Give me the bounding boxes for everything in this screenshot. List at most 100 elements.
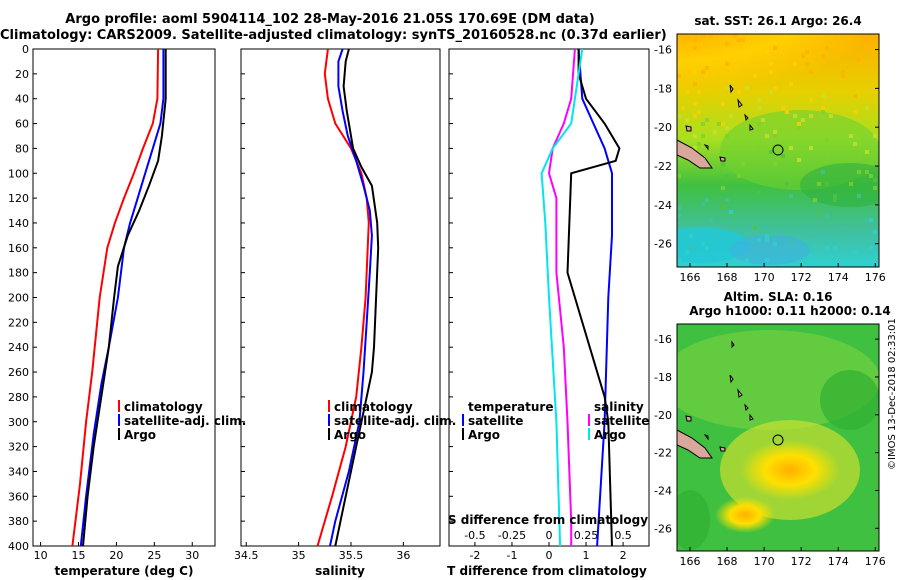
sst-pixel <box>869 174 873 178</box>
sst-pixel <box>813 198 817 202</box>
sst-pixel <box>789 82 793 86</box>
x-tick-label: 1 <box>583 549 590 562</box>
sst-pixel <box>769 70 773 74</box>
legend-label-s-argo: Argo <box>594 428 626 442</box>
map-lat-label: -24 <box>654 484 672 497</box>
sst-pixel <box>693 114 697 118</box>
x-tick-label: -2 <box>469 549 480 562</box>
sst-pixel <box>769 150 773 154</box>
sst-pixel <box>769 62 773 66</box>
sst-pixel <box>701 134 705 138</box>
sst-pixel <box>789 242 793 246</box>
x-tick-label: 0 <box>546 549 553 562</box>
sst-pixel <box>833 198 837 202</box>
x-tick-label: 35 <box>292 549 306 562</box>
depth-tick-label: 200 <box>8 292 29 305</box>
sst-pixel <box>753 74 757 78</box>
difference-series <box>540 49 621 546</box>
sst-pixel <box>849 134 853 138</box>
sst-pixel <box>797 126 801 130</box>
map-lat-label: -22 <box>654 447 672 460</box>
sst-argo-location-marker <box>772 144 784 156</box>
depth-tick-label: 60 <box>15 118 29 131</box>
map-lon-label: 168 <box>717 271 738 284</box>
x-tick-label: 34.5 <box>234 549 259 562</box>
sst-pixel <box>841 226 845 230</box>
s-diff-tick-label: -0.25 <box>498 529 526 542</box>
depth-tick-label: 140 <box>8 217 29 230</box>
sst-pixel <box>693 82 697 86</box>
sla-field-dark2 <box>677 490 710 550</box>
sst-pixel <box>853 110 857 114</box>
sst-pixel <box>797 158 801 162</box>
map-lat-label: -20 <box>654 409 672 422</box>
sst-map-frame <box>676 33 880 268</box>
sst-map-title: sat. SST: 26.1 Argo: 26.4 <box>694 14 861 28</box>
sst-pixel <box>769 234 773 238</box>
sst-pixel <box>809 254 813 258</box>
sst-pixel <box>841 74 845 78</box>
temperature-axis-label: temperature (deg C) <box>55 564 194 578</box>
sst-pixel <box>785 182 789 186</box>
sst-pixel <box>685 90 689 94</box>
sst-pixel <box>825 246 829 250</box>
sst-pixel <box>677 114 681 118</box>
sst-pixel <box>701 34 705 38</box>
sst-pixel <box>869 218 873 222</box>
depth-tick-label: 180 <box>8 267 29 280</box>
sst-pixel <box>693 134 697 138</box>
sla-map-image <box>677 324 879 551</box>
series-line-climatology <box>316 49 370 546</box>
map-lon-label: 170 <box>754 271 775 284</box>
sst-pixel <box>873 134 877 138</box>
sst-pixel <box>857 194 861 198</box>
map-lon-label: 168 <box>717 555 738 568</box>
sst-pixel <box>765 258 769 262</box>
sst-pixel <box>721 206 725 210</box>
sst-pixel <box>737 174 741 178</box>
salinity-legend: climatology satellite-adj. clim. Argo <box>328 400 456 442</box>
sla-field-warm <box>740 440 840 500</box>
sst-pixel <box>677 174 681 178</box>
x-tick-label: 2 <box>620 549 627 562</box>
depth-tick-label: 380 <box>8 515 29 528</box>
sst-pixel <box>757 238 761 242</box>
sst-pixel <box>681 106 685 110</box>
sst-pixel <box>753 226 757 230</box>
s-difference-x-axis: -0.5 -0.25 0 0.25 0.5 <box>464 529 632 542</box>
map-lon-label: 170 <box>754 555 775 568</box>
sst-pixel <box>765 134 769 138</box>
sla-argo-location-marker <box>772 434 784 446</box>
figure-title-line2: Climatology: CARS2009. Satellite-adjuste… <box>0 28 667 43</box>
sla-map-title-line2: Argo h1000: 0.11 h2000: 0.14 <box>689 304 890 318</box>
depth-tick-label: 220 <box>8 316 29 329</box>
sst-land-islands <box>685 84 754 162</box>
map-lon-label: 174 <box>828 555 849 568</box>
sst-pixel <box>821 94 825 98</box>
sst-pixel <box>785 110 789 114</box>
sst-pixel <box>853 250 857 254</box>
sst-pixel <box>809 114 813 118</box>
s-difference-axis-label: S difference from climatology <box>448 513 648 527</box>
s-diff-tick-label: 0 <box>546 529 553 542</box>
sst-pixel <box>817 210 821 214</box>
sst-pixel <box>781 154 785 158</box>
sst-pixel <box>705 246 709 250</box>
x-tick-label: 36 <box>396 549 410 562</box>
sst-pixel <box>717 122 721 126</box>
map-lat-label: -16 <box>654 44 672 57</box>
sla-field-dark <box>820 370 879 430</box>
sst-pixel <box>757 190 761 194</box>
sst-pixel <box>829 114 833 118</box>
temperature-plot-frame <box>32 48 216 547</box>
sst-pixel <box>725 126 729 130</box>
series-line-t-argo <box>566 49 621 546</box>
sst-pixel <box>693 46 697 50</box>
sla-map-axes: 166 168 170 172 174 176 -16 -18 -20 -22 -24 -26 <box>654 333 886 568</box>
sst-pixel <box>809 98 813 102</box>
t-difference-x-axis: -2 -1 0 1 2 <box>469 542 627 562</box>
sst-pixel <box>693 38 697 42</box>
sst-pixel <box>873 34 877 38</box>
series-line-s-argo <box>540 49 584 546</box>
sst-pixel <box>725 134 729 138</box>
